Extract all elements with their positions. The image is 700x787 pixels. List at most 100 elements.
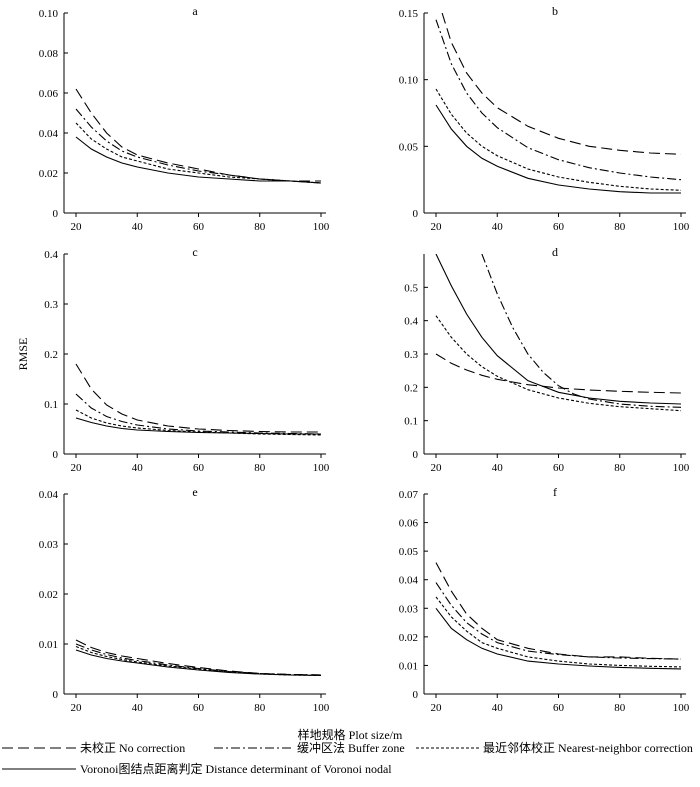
y-tick-label-c: 0.4: [44, 249, 58, 261]
y-tick-label-c: 0.2: [44, 349, 58, 361]
x-tick-label-f: 20: [431, 702, 443, 714]
x-tick-label-a: 20: [71, 221, 83, 233]
x-tick-label-d: 60: [553, 462, 565, 474]
panel-b: 0 0.05 0.10 0.15 20 40 60 80 100 b: [399, 4, 690, 233]
x-tick-label-d: 20: [431, 462, 443, 474]
y-tick-label-a: 0: [53, 208, 59, 220]
series-line-b-3: [435, 88, 682, 191]
x-tick-label-c: 60: [193, 462, 205, 474]
y-tick-label-b: 0.10: [399, 75, 419, 87]
series-line-a-2: [75, 108, 322, 184]
y-tick-label-b: 0: [413, 208, 419, 220]
x-tick-label-f: 80: [614, 702, 626, 714]
series-line-b-2: [435, 19, 682, 181]
panel-a: 0 0.02 0.04 0.06 0.08 0.10 20 40 60 80 100 a: [39, 4, 330, 233]
y-tick-label-f: 0.01: [399, 660, 418, 672]
series-line-a-4: [75, 136, 322, 184]
x-tick-label-a: 40: [132, 221, 144, 233]
series-line-d-1: [435, 353, 682, 394]
x-tick-label-e: 100: [313, 702, 330, 714]
legend-label-voronoi: Voronoi图结点距离判定 Distance determinant of V…: [80, 761, 392, 776]
y-tick-label-e: 0.01: [39, 639, 58, 651]
x-tick-label-d: 80: [614, 462, 626, 474]
series-line-a-1: [75, 88, 321, 182]
x-tick-label-e: 80: [254, 702, 266, 714]
x-tick-label-a: 100: [313, 221, 330, 233]
y-tick-label-c: 0: [53, 449, 59, 461]
y-tick-label-a: 0.04: [39, 128, 59, 140]
x-tick-label-e: 40: [132, 702, 144, 714]
x-tick-label-d: 100: [673, 462, 690, 474]
x-tick-label-a: 80: [254, 221, 266, 233]
y-tick-label-f: 0.06: [399, 518, 419, 530]
series-line-e-4: [75, 649, 322, 677]
x-tick-label-d: 40: [492, 462, 504, 474]
y-tick-label-c: 0.1: [44, 399, 58, 411]
panel-e: 0 0.01 0.02 0.03 0.04 20 40 60 80 100 e: [39, 485, 330, 714]
x-tick-label-f: 100: [673, 702, 690, 714]
y-tick-label-d: 0.4: [404, 316, 418, 328]
series-line-b-1: [441, 13, 682, 155]
series-line-b-4: [435, 104, 681, 194]
x-tick-label-b: 80: [614, 221, 626, 233]
x-tick-label-f: 60: [553, 702, 565, 714]
y-tick-label-d: 0: [413, 449, 419, 461]
x-axis-label: 样地规格 Plot size/m: [298, 727, 403, 742]
panel-title-b: b: [552, 4, 558, 18]
x-tick-label-b: 100: [673, 221, 690, 233]
y-tick-label-a: 0.02: [39, 168, 58, 180]
series-line-f-4: [435, 607, 682, 670]
y-tick-label-d: 0.5: [404, 282, 418, 294]
series-line-f-1: [435, 562, 682, 660]
legend: 未校正 No correction 缓冲区法 Buffer zone 最近邻体校正 …: [2, 740, 693, 776]
panel-title-f: f: [553, 485, 557, 499]
x-tick-label-c: 40: [132, 462, 144, 474]
y-tick-label-e: 0.03: [39, 539, 59, 551]
series-line-c-1: [75, 363, 321, 433]
y-tick-label-a: 0.10: [39, 8, 59, 20]
y-tick-label-c: 0.3: [44, 299, 58, 311]
series-line-c-4: [75, 417, 321, 435]
y-tick-label-f: 0.02: [399, 632, 418, 644]
y-tick-label-a: 0.06: [39, 88, 59, 100]
y-tick-label-f: 0: [413, 689, 419, 701]
y-tick-label-f: 0.05: [399, 546, 419, 558]
series-line-d-4: [435, 254, 682, 405]
series-line-f-3: [435, 596, 682, 668]
y-tick-label-e: 0.02: [39, 589, 58, 601]
y-tick-label-f: 0.07: [399, 489, 419, 501]
panel-title-d: d: [552, 245, 558, 259]
panel-c: 0 0.1 0.2 0.3 0.4 20 40 60 80 100 c: [44, 245, 330, 474]
x-tick-label-b: 60: [553, 221, 565, 233]
legend-label-none: 未校正 No correction: [80, 740, 185, 755]
series-line-f-2: [435, 582, 682, 660]
panel-d: 0 0.1 0.2 0.3 0.4 0.5 20 40 60 80 100 d: [404, 245, 690, 474]
y-tick-label-d: 0.2: [404, 382, 418, 394]
series-line-c-2: [75, 393, 322, 435]
y-tick-label-b: 0.15: [399, 8, 419, 20]
series-line-a-3: [75, 122, 322, 184]
x-tick-label-e: 20: [71, 702, 83, 714]
x-tick-label-b: 40: [492, 221, 504, 233]
y-tick-label-a: 0.08: [39, 48, 59, 60]
series-line-e-3: [75, 645, 322, 677]
series-line-d-3: [435, 315, 682, 412]
x-tick-label-c: 20: [71, 462, 83, 474]
y-axis-label: RMSE: [16, 338, 30, 371]
x-tick-label-e: 60: [193, 702, 205, 714]
y-tick-label-d: 0.3: [404, 349, 418, 361]
y-tick-label-e: 0.04: [39, 489, 59, 501]
series-line-d-2: [481, 254, 682, 408]
y-tick-label-f: 0.03: [399, 603, 419, 615]
x-tick-label-f: 40: [492, 702, 504, 714]
x-tick-label-c: 80: [254, 462, 266, 474]
panel-title-a: a: [192, 4, 198, 18]
legend-label-nearest: 最近邻体校正 Nearest-neighbor correction: [483, 740, 693, 755]
legend-label-buffer: 缓冲区法 Buffer zone: [297, 740, 405, 755]
y-tick-label-d: 0.1: [404, 416, 418, 428]
x-tick-label-a: 60: [193, 221, 205, 233]
panel-title-e: e: [192, 485, 197, 499]
y-tick-label-f: 0.04: [399, 575, 419, 587]
